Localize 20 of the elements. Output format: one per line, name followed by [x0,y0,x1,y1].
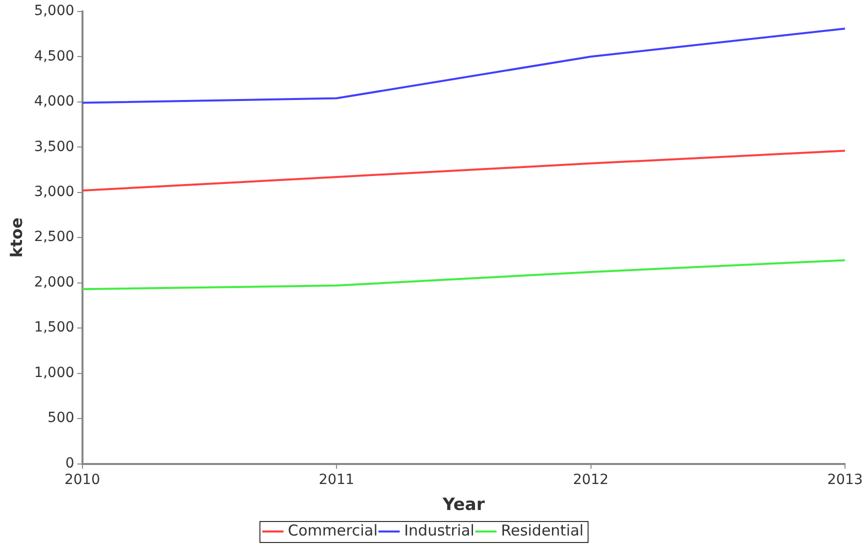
x-tick-label: 2012 [572,472,609,488]
legend-label: Residential [500,521,584,540]
x-tick-label: 2011 [318,472,354,488]
y-tick-label: 1,500 [34,320,74,336]
legend-label: Commercial [288,521,378,540]
y-tick-label: 4,500 [34,48,74,64]
x-tick-label: 2010 [64,472,100,488]
y-tick-label: 2,000 [34,274,74,290]
y-tick-label: 3,500 [34,138,74,155]
x-tick-label: 2013 [827,472,863,488]
y-tick-label: 3,000 [34,184,74,200]
y-tick-label: 0 [65,455,74,472]
x-axis-title: Year [442,495,486,516]
y-axis-title: ktoe [6,217,26,258]
legend-label: Industrial [404,521,474,540]
y-tick-label: 500 [48,410,74,426]
y-tick-label: 5,000 [34,3,74,20]
y-tick-label: 1,000 [34,364,74,381]
y-tick-label: 2,500 [34,229,74,246]
y-tick-label: 4,000 [34,94,74,110]
